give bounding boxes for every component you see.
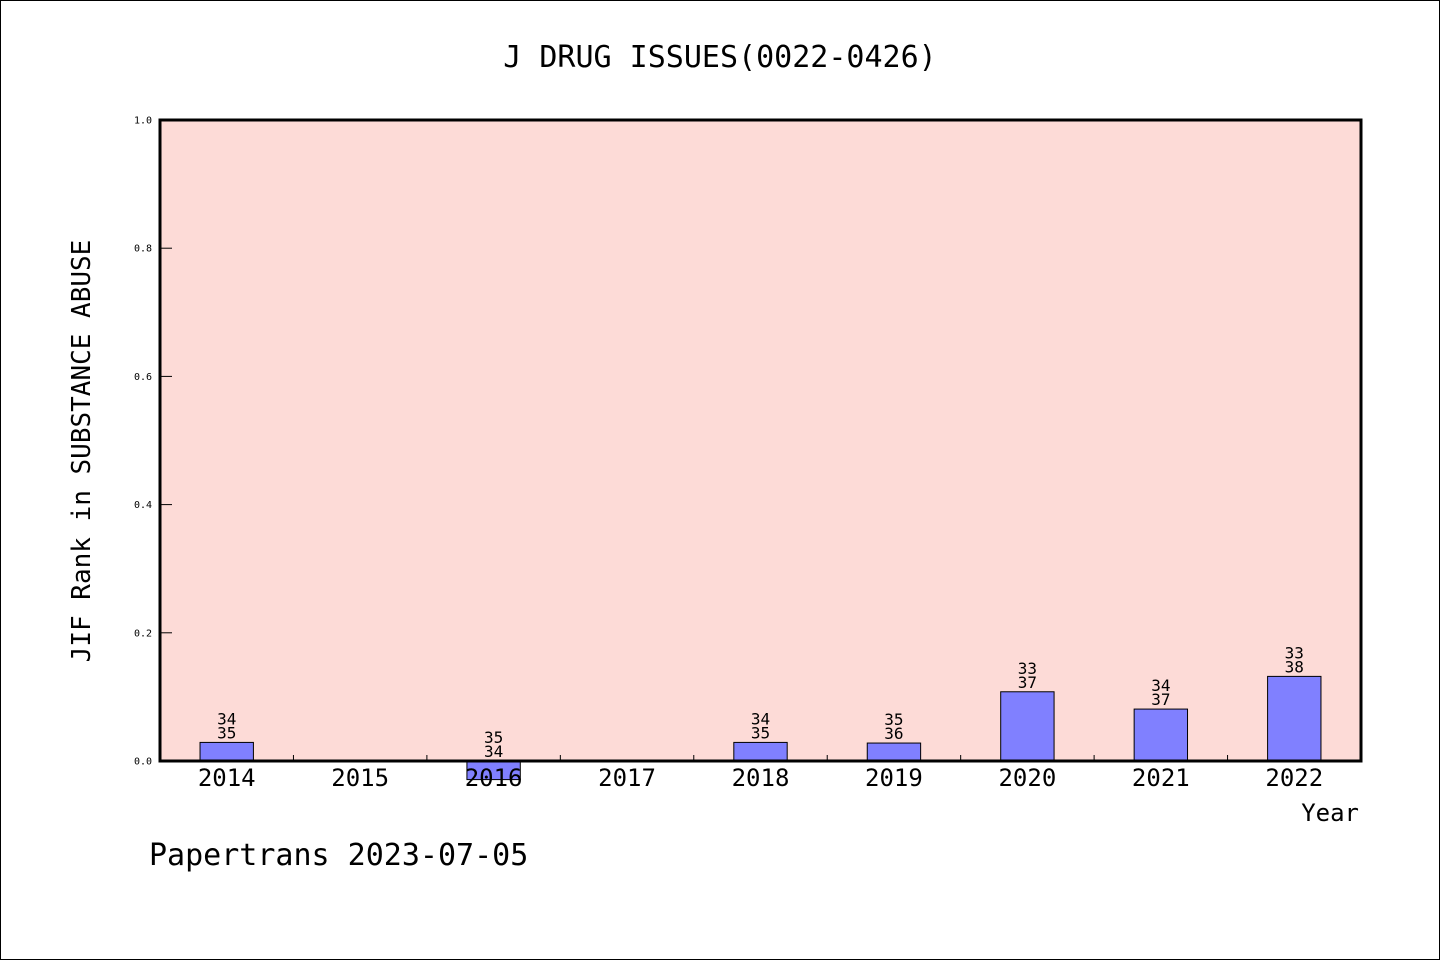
x-tick-label: 2022 <box>1265 764 1323 792</box>
x-tick-label: 2015 <box>331 764 389 792</box>
bar-rank-label: 34 <box>751 709 770 728</box>
bar <box>1267 675 1322 762</box>
x-tick-label: 2016 <box>465 764 523 792</box>
bar-total-label: 34 <box>484 742 503 761</box>
bar-total-label: 37 <box>1018 673 1037 692</box>
plot-area <box>160 120 1361 761</box>
bar-rank-label: 35 <box>484 728 503 747</box>
y-tick-label: 0.4 <box>134 500 152 511</box>
x-axis-label: Year <box>1301 799 1359 827</box>
bar-rank-label: 34 <box>1151 676 1170 695</box>
bar <box>199 741 254 762</box>
footer-text: Papertrans 2023-07-05 <box>149 838 528 873</box>
y-tick-label: 0.8 <box>134 244 152 255</box>
bar-rank-label: 35 <box>884 710 903 729</box>
bar-rank-label: 33 <box>1018 659 1037 678</box>
bar <box>733 741 788 762</box>
bar-total-label: 36 <box>884 724 903 743</box>
x-tick-label: 2017 <box>598 764 656 792</box>
bar <box>1133 708 1189 762</box>
plot-border <box>158 118 1363 763</box>
x-tick-label: 2021 <box>1132 764 1190 792</box>
bar-total-label: 35 <box>751 723 770 742</box>
y-axis-label: JIF Rank in SUBSTANCE ABUSE <box>67 240 97 663</box>
bar-rank-label: 33 <box>1285 643 1304 662</box>
bar-rank-label: 34 <box>217 709 236 728</box>
y-tick-label: 0.2 <box>134 628 152 639</box>
bar <box>866 742 922 762</box>
x-tick-label: 2018 <box>732 764 790 792</box>
x-tick-label: 2019 <box>865 764 923 792</box>
bar-total-label: 35 <box>217 723 236 742</box>
chart-title: J DRUG ISSUES(0022-0426) <box>503 40 936 75</box>
y-tick-label: 0.0 <box>134 757 152 768</box>
x-tick-label: 2020 <box>998 764 1056 792</box>
y-tick-label: 1.0 <box>134 116 152 127</box>
x-tick-label: 2014 <box>198 764 256 792</box>
y-tick-label: 0.6 <box>134 372 152 383</box>
bar-total-label: 38 <box>1285 657 1304 676</box>
bar <box>1000 691 1055 762</box>
bar-total-label: 37 <box>1151 690 1170 709</box>
